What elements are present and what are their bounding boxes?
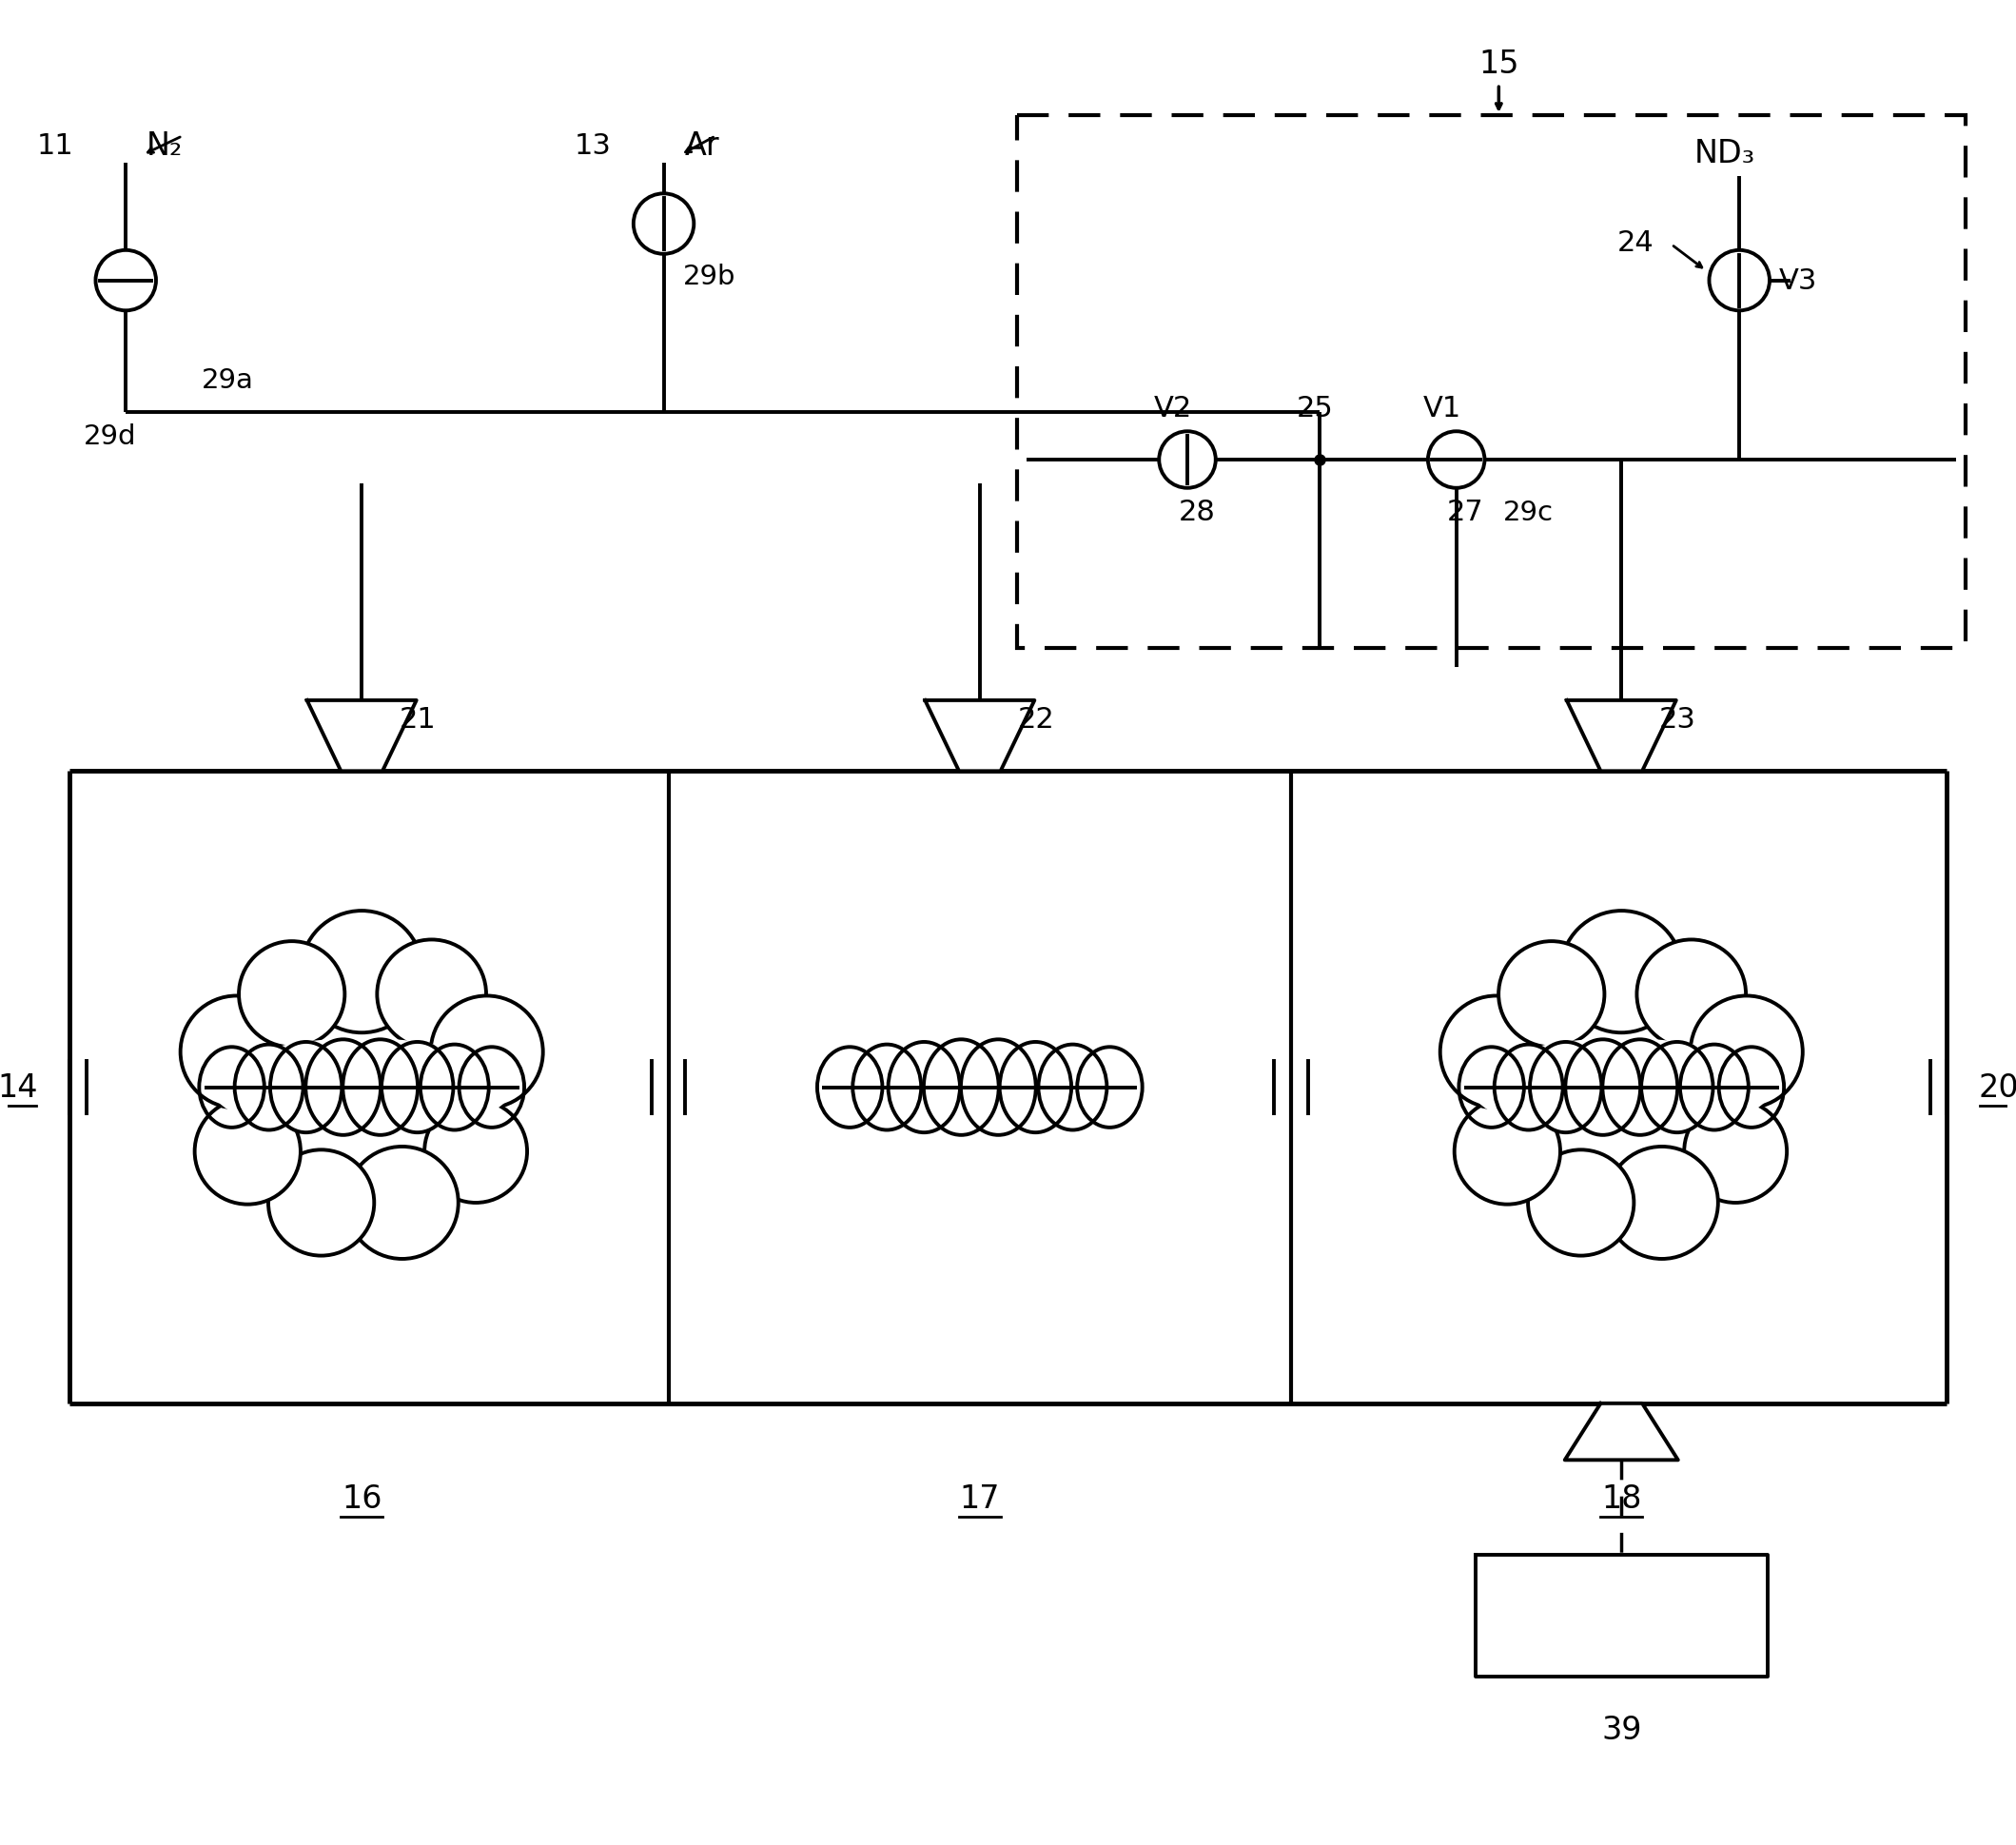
Text: 27: 27	[1447, 498, 1484, 526]
Text: V3: V3	[1778, 268, 1816, 295]
Circle shape	[1427, 432, 1484, 489]
Ellipse shape	[829, 1039, 1131, 1137]
Text: 24: 24	[1617, 229, 1655, 256]
Circle shape	[1439, 996, 1552, 1109]
Circle shape	[1528, 1149, 1633, 1256]
Text: N₂: N₂	[147, 131, 183, 162]
Text: 29a: 29a	[202, 367, 254, 393]
Circle shape	[268, 1149, 375, 1256]
Circle shape	[1159, 432, 1216, 489]
Text: 39: 39	[1601, 1714, 1641, 1745]
Text: 22: 22	[1018, 707, 1054, 734]
Circle shape	[1637, 941, 1746, 1050]
Circle shape	[1710, 251, 1770, 312]
Circle shape	[300, 911, 423, 1033]
Text: Ar: Ar	[683, 131, 720, 162]
Circle shape	[377, 941, 486, 1050]
Text: 21: 21	[399, 707, 435, 734]
Circle shape	[1607, 1148, 1718, 1258]
Text: 17: 17	[960, 1482, 1000, 1513]
Text: 15: 15	[1478, 48, 1518, 79]
Circle shape	[431, 996, 542, 1109]
Polygon shape	[925, 701, 1034, 771]
Text: 25: 25	[1296, 395, 1333, 423]
Text: 20: 20	[1978, 1072, 2016, 1103]
Text: 14: 14	[0, 1072, 38, 1103]
Polygon shape	[306, 701, 417, 771]
Ellipse shape	[212, 1039, 512, 1137]
Circle shape	[1683, 1100, 1786, 1203]
Text: 16: 16	[341, 1482, 381, 1513]
Circle shape	[181, 996, 292, 1109]
Circle shape	[1560, 911, 1683, 1033]
Circle shape	[1454, 1100, 1560, 1205]
Text: V2: V2	[1153, 395, 1191, 423]
Text: 29d: 29d	[83, 423, 137, 450]
Ellipse shape	[1472, 1039, 1772, 1137]
Circle shape	[196, 1100, 300, 1205]
Circle shape	[347, 1148, 458, 1258]
Circle shape	[425, 1100, 526, 1203]
Text: 18: 18	[1601, 1482, 1641, 1513]
Ellipse shape	[242, 983, 482, 1192]
Text: 23: 23	[1659, 707, 1695, 734]
Ellipse shape	[1502, 983, 1742, 1192]
Circle shape	[238, 941, 345, 1048]
Text: ND₃: ND₃	[1695, 138, 1756, 170]
Text: 29b: 29b	[683, 264, 736, 290]
Circle shape	[95, 251, 155, 312]
Text: 28: 28	[1177, 498, 1216, 526]
Polygon shape	[1564, 1404, 1677, 1459]
Bar	[1018, 116, 1966, 649]
Text: 29c: 29c	[1504, 498, 1554, 526]
Circle shape	[1498, 941, 1605, 1048]
Text: V1: V1	[1423, 395, 1462, 423]
Circle shape	[633, 194, 694, 255]
Polygon shape	[1566, 701, 1675, 771]
Text: 11: 11	[36, 133, 75, 161]
Polygon shape	[1476, 1555, 1768, 1677]
Circle shape	[1689, 996, 1802, 1109]
Text: 13: 13	[575, 133, 611, 161]
